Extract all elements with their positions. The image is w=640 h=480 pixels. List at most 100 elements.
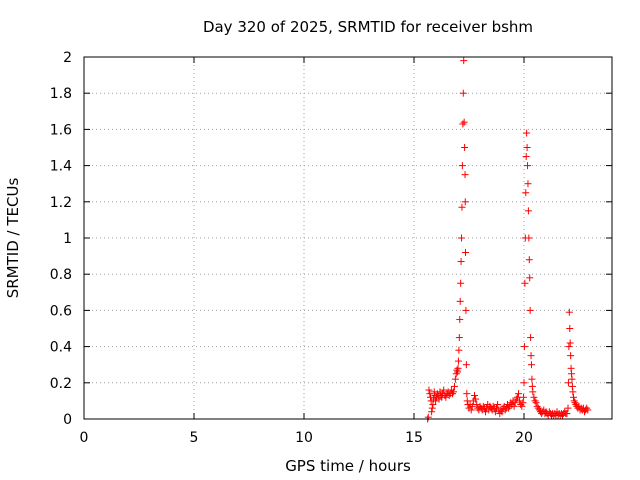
data-point [523, 129, 531, 137]
data-point [429, 401, 437, 409]
data-point [455, 346, 463, 354]
y-tick-label: 0 [63, 412, 72, 428]
data-point [565, 308, 573, 316]
data-point [527, 334, 535, 342]
data-point [461, 198, 469, 206]
data-point [426, 390, 434, 398]
data-point [518, 402, 526, 410]
data-point [428, 408, 436, 416]
data-point [521, 279, 529, 287]
data-point [572, 401, 580, 409]
data-point [570, 393, 577, 401]
data-point [489, 402, 497, 410]
data-point [450, 382, 458, 390]
data-point [449, 390, 456, 398]
x-tick-label: 20 [515, 430, 533, 446]
chart-title: Day 320 of 2025, SRMTID for receiver bsh… [203, 18, 533, 36]
data-point [523, 144, 531, 151]
data-point [570, 397, 578, 405]
data-point [479, 402, 487, 410]
data-point [566, 339, 574, 347]
data-point [428, 404, 436, 412]
data-point [534, 404, 542, 412]
data-point [424, 413, 432, 421]
data-point [450, 388, 458, 396]
data-point [427, 393, 434, 401]
data-point [527, 352, 535, 360]
y-tick-label: 1.2 [50, 195, 72, 211]
data-point [520, 393, 528, 401]
data-point [545, 408, 553, 416]
data-point [566, 325, 574, 332]
y-tick-label: 0.4 [50, 340, 72, 356]
data-point [583, 404, 591, 412]
data-point [454, 364, 462, 372]
y-axis-label: SRMTID / TECUs [4, 178, 22, 299]
data-points [424, 57, 592, 423]
data-point [515, 390, 522, 398]
data-point [482, 408, 489, 416]
data-point [454, 357, 462, 365]
data-point [445, 391, 453, 399]
y-tick-label: 1.6 [50, 122, 72, 138]
data-point [533, 402, 541, 410]
y-tick-label: 1 [63, 231, 72, 247]
data-point [459, 89, 467, 97]
x-tick-label: 10 [295, 430, 313, 446]
data-point [571, 399, 579, 407]
data-point [461, 248, 469, 256]
data-point [461, 144, 469, 151]
data-point [458, 234, 466, 242]
data-point [467, 406, 475, 414]
data-point [530, 393, 538, 401]
data-point [519, 399, 527, 407]
data-point [501, 406, 509, 414]
data-point [529, 388, 537, 396]
y-tick-label: 0.6 [50, 303, 72, 319]
axis-ticks: 0 5 10 15 20 0 0.2 0.4 0.6 0.8 1 1.2 1.4 1.6 1.8 2 [50, 50, 612, 446]
data-point [559, 411, 566, 419]
x-axis-label: GPS time / hours [285, 457, 411, 475]
data-point [457, 279, 465, 287]
data-point [512, 395, 520, 403]
data-point [451, 375, 459, 383]
data-point [457, 258, 465, 266]
data-point [522, 189, 530, 197]
y-tick-label: 1.8 [50, 86, 72, 102]
data-point [456, 297, 464, 305]
data-point [524, 162, 532, 170]
data-point [568, 375, 576, 383]
data-point [491, 408, 499, 416]
data-point [458, 162, 466, 170]
data-point [494, 401, 502, 409]
data-point [524, 180, 532, 188]
data-point [462, 361, 470, 369]
data-point [510, 402, 518, 410]
data-point [532, 399, 540, 407]
data-point [525, 256, 533, 264]
data-point [528, 375, 536, 383]
data-point [565, 343, 573, 351]
data-point [471, 391, 478, 399]
y-tick-label: 0.8 [50, 267, 72, 283]
data-point [527, 361, 535, 369]
data-point [567, 352, 575, 360]
data-point [461, 171, 469, 179]
data-point [520, 379, 528, 387]
x-tick-label: 15 [405, 430, 423, 446]
data-point [522, 153, 530, 161]
data-point [563, 410, 571, 418]
data-point [584, 406, 592, 414]
data-point [472, 395, 480, 403]
data-point [463, 390, 471, 398]
data-point [432, 397, 440, 405]
data-point [468, 402, 476, 410]
x-tick-label: 0 [80, 430, 89, 446]
data-point [564, 404, 572, 412]
data-point [520, 343, 528, 351]
data-point [505, 404, 513, 412]
data-point [569, 388, 577, 396]
data-point [440, 386, 448, 394]
data-point [459, 120, 467, 128]
